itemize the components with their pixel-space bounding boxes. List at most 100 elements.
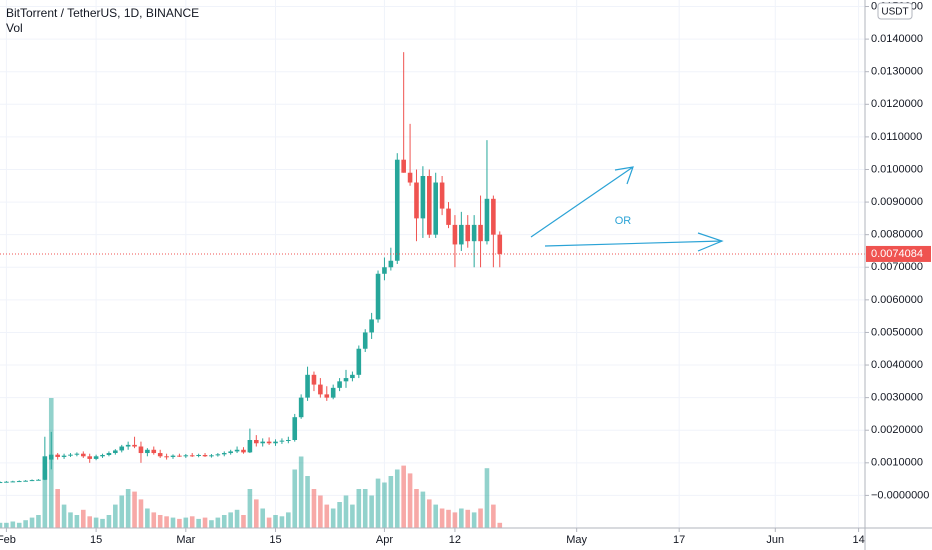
x-tick-label: 15 [90, 534, 102, 546]
candle-body [382, 267, 387, 274]
volume-bar [74, 515, 80, 528]
volume-bar [452, 512, 458, 528]
candle-body [119, 446, 125, 451]
volume-bar [382, 482, 387, 528]
candle-body [375, 273, 381, 320]
volume-bar [311, 489, 317, 528]
candle-pane [0, 52, 865, 484]
annotation: OR [615, 215, 632, 227]
volume-bar [106, 515, 112, 528]
volume-bar [279, 516, 285, 528]
volume-bar [343, 495, 349, 528]
volume-bar [426, 499, 432, 528]
currency-badge[interactable] [877, 2, 913, 20]
volume-bar [196, 518, 201, 528]
candle-body [478, 224, 483, 242]
arrow-head [614, 166, 634, 185]
volume-bar [439, 508, 445, 528]
volume-bar [305, 476, 310, 528]
volume-bar [183, 517, 189, 528]
candle-body [48, 454, 54, 460]
candle-body [241, 449, 246, 453]
volume-bar [420, 491, 426, 528]
x-tick-label: 17 [673, 534, 685, 546]
volume-bar [16, 522, 22, 528]
volume-bar [10, 521, 16, 528]
volume-bar [350, 504, 355, 528]
y-tick-label: 0.0010000 [871, 457, 923, 469]
x-tick-label: Apr [376, 534, 393, 546]
candle-body [446, 208, 451, 225]
x-tick-label: Jun [766, 534, 784, 546]
volume-bar [36, 515, 41, 528]
volume-bar [491, 504, 496, 528]
volume-bar [273, 515, 278, 528]
candle-body [36, 479, 41, 481]
y-tick-label: 0.0090000 [871, 196, 923, 208]
candle-body [42, 456, 48, 480]
volume-bar [401, 465, 406, 528]
candle-body [0, 482, 3, 484]
candle-body [183, 455, 189, 457]
currency[interactable]: USDT [881, 7, 908, 18]
candle-body [420, 176, 426, 219]
candle-body [93, 456, 99, 459]
candle-body [106, 453, 112, 455]
volume-bar [465, 509, 471, 528]
candle-body [209, 455, 214, 457]
volume-bar [177, 518, 182, 528]
volume-bar [298, 456, 304, 528]
candle-body [145, 449, 150, 454]
candle-body [228, 451, 233, 454]
volume-bar [369, 495, 374, 528]
volume-bar [414, 489, 419, 528]
last-price-label: 0.0074084 [871, 248, 923, 260]
x-tick-label: 12 [449, 534, 461, 546]
volume-bar [241, 515, 246, 528]
volume-bar [42, 469, 48, 528]
candle-body [433, 182, 439, 235]
candle-body [170, 455, 176, 457]
volume-bar [247, 489, 253, 528]
y-tick-label: 0.0020000 [871, 424, 923, 436]
x-tick-label: 14 [852, 534, 864, 546]
candle-body [452, 224, 458, 245]
candle-body [414, 182, 419, 219]
candle-body [394, 159, 400, 261]
candle-body [189, 455, 195, 457]
volume-bar [80, 509, 86, 528]
candle-body [55, 454, 60, 457]
candle-body [4, 481, 9, 483]
candle-body [337, 381, 342, 388]
volume-bar [138, 499, 144, 528]
volume-bar [433, 504, 439, 528]
candle-body [23, 480, 28, 482]
candle-body [221, 453, 227, 455]
volume-bar [318, 495, 323, 528]
x-tick-label: May [566, 534, 587, 546]
candle-body [401, 159, 406, 173]
volume-bar [375, 478, 381, 528]
candle-body [407, 172, 413, 183]
candle-body [215, 454, 221, 456]
candle-body [298, 397, 304, 418]
volume-bar [356, 489, 362, 528]
candle-body [484, 198, 490, 242]
candle-body [471, 224, 477, 242]
volume-bar [234, 509, 240, 528]
volume-bar [497, 522, 503, 528]
candle-body [266, 441, 272, 444]
candle-body [311, 374, 317, 385]
candle-body [29, 480, 35, 482]
candle-body [324, 394, 330, 398]
candle-body [234, 449, 240, 452]
y-tick-label: 0.0070000 [871, 261, 923, 273]
candle-body [132, 444, 137, 447]
y-tick-label: −0.0000000 [871, 489, 929, 501]
volume-bar [286, 512, 291, 528]
candle-body [279, 440, 285, 442]
candle-body [68, 454, 73, 456]
y-tick-label: 0.0110000 [871, 131, 922, 143]
